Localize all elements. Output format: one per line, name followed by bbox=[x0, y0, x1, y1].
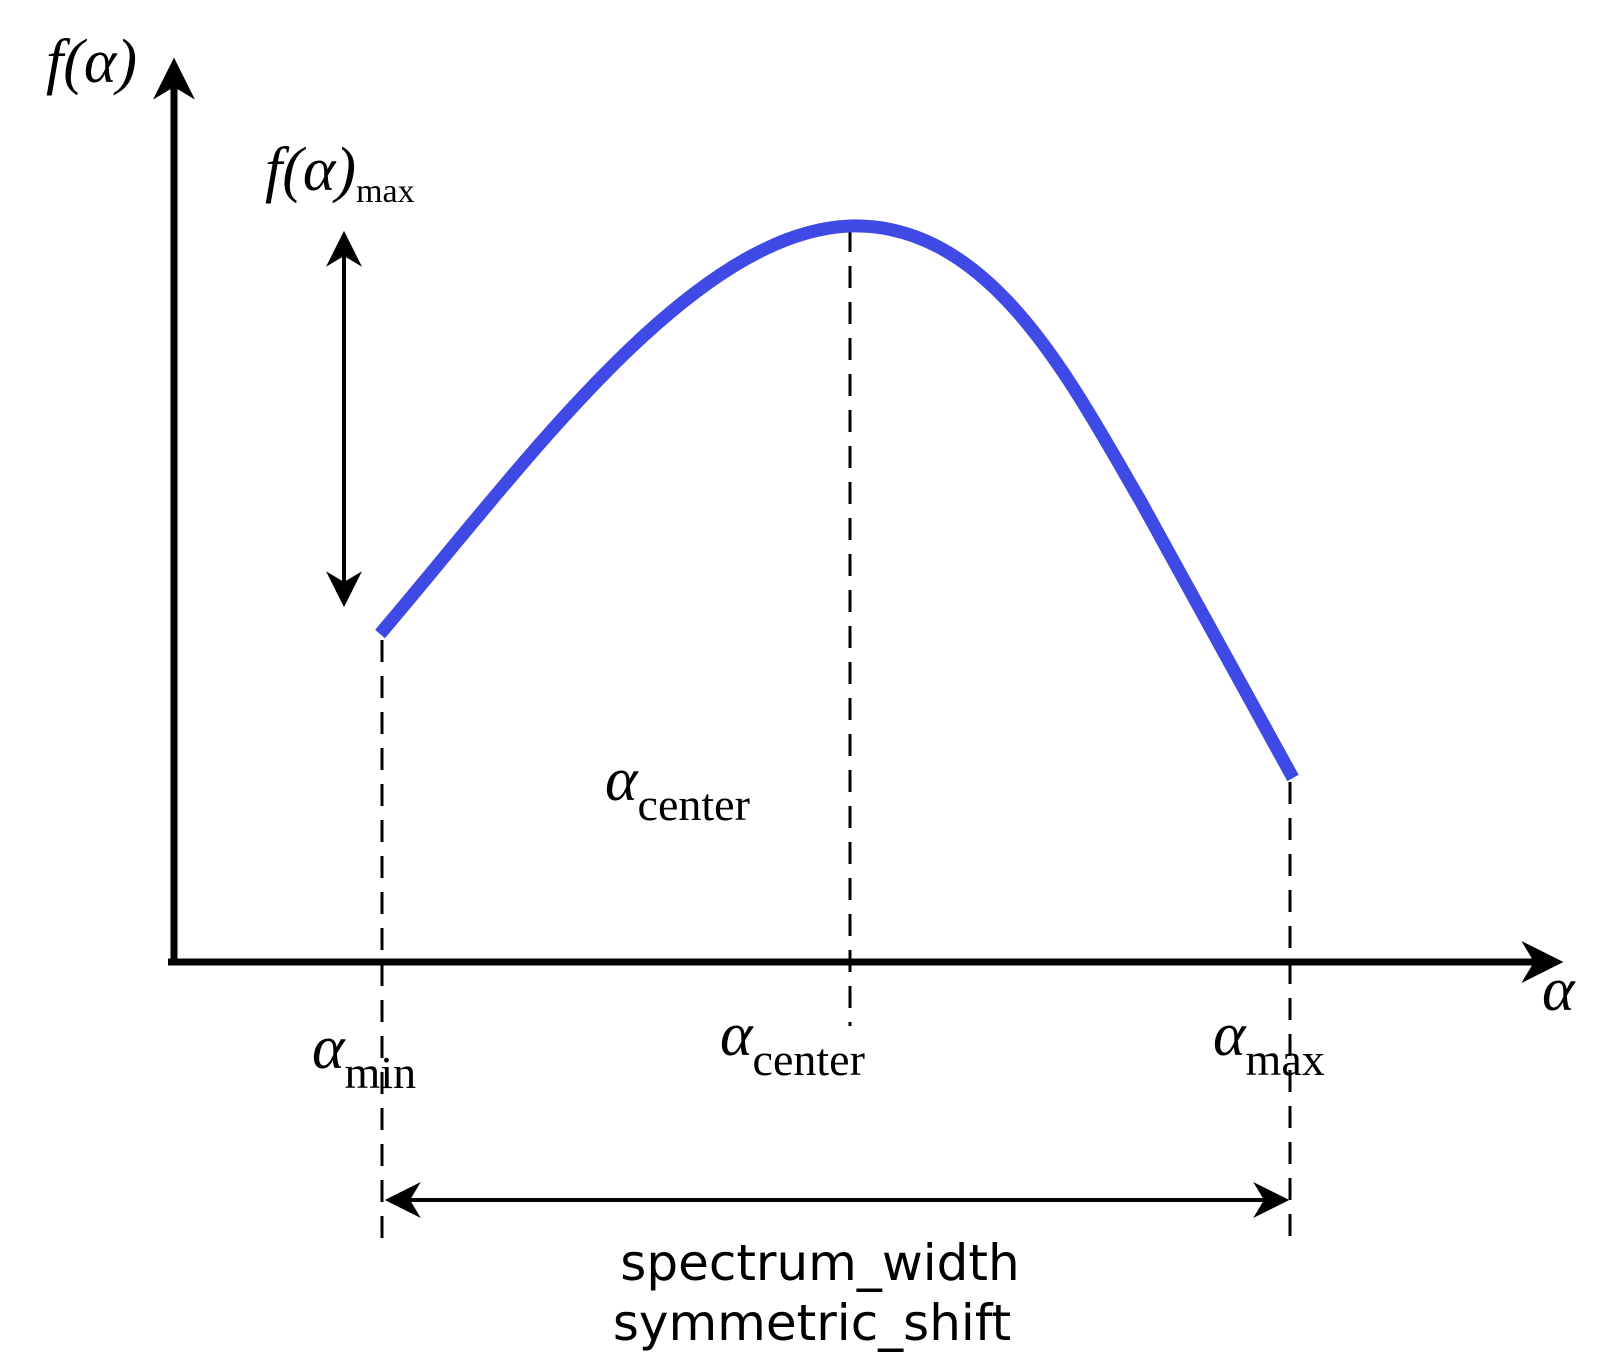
x-axis-label: α bbox=[1542, 956, 1576, 1024]
peak-label: f(α)max bbox=[265, 136, 415, 210]
symbol: α bbox=[720, 1001, 754, 1069]
symbol: α bbox=[1213, 1001, 1247, 1069]
symbol: α bbox=[312, 1014, 346, 1082]
spectrum-curve bbox=[375, 219, 1299, 782]
y-axis-label: f(α) bbox=[46, 28, 137, 96]
symbol: f(α) bbox=[265, 136, 356, 204]
subscript: center bbox=[753, 1034, 865, 1085]
subscript: max bbox=[356, 173, 415, 210]
subscript: min bbox=[345, 1047, 417, 1098]
center-label-lower: αcenter bbox=[720, 1001, 865, 1085]
max-label: αmax bbox=[1213, 1001, 1325, 1085]
subscript: center bbox=[638, 779, 750, 830]
shift-label: symmetric_shift bbox=[613, 1294, 1011, 1352]
width-label: spectrum_width bbox=[620, 1234, 1019, 1292]
min-label: αmin bbox=[312, 1014, 416, 1098]
subscript: max bbox=[1246, 1034, 1325, 1085]
center-label-upper: αcenter bbox=[605, 746, 750, 830]
symbol: α bbox=[605, 746, 639, 814]
